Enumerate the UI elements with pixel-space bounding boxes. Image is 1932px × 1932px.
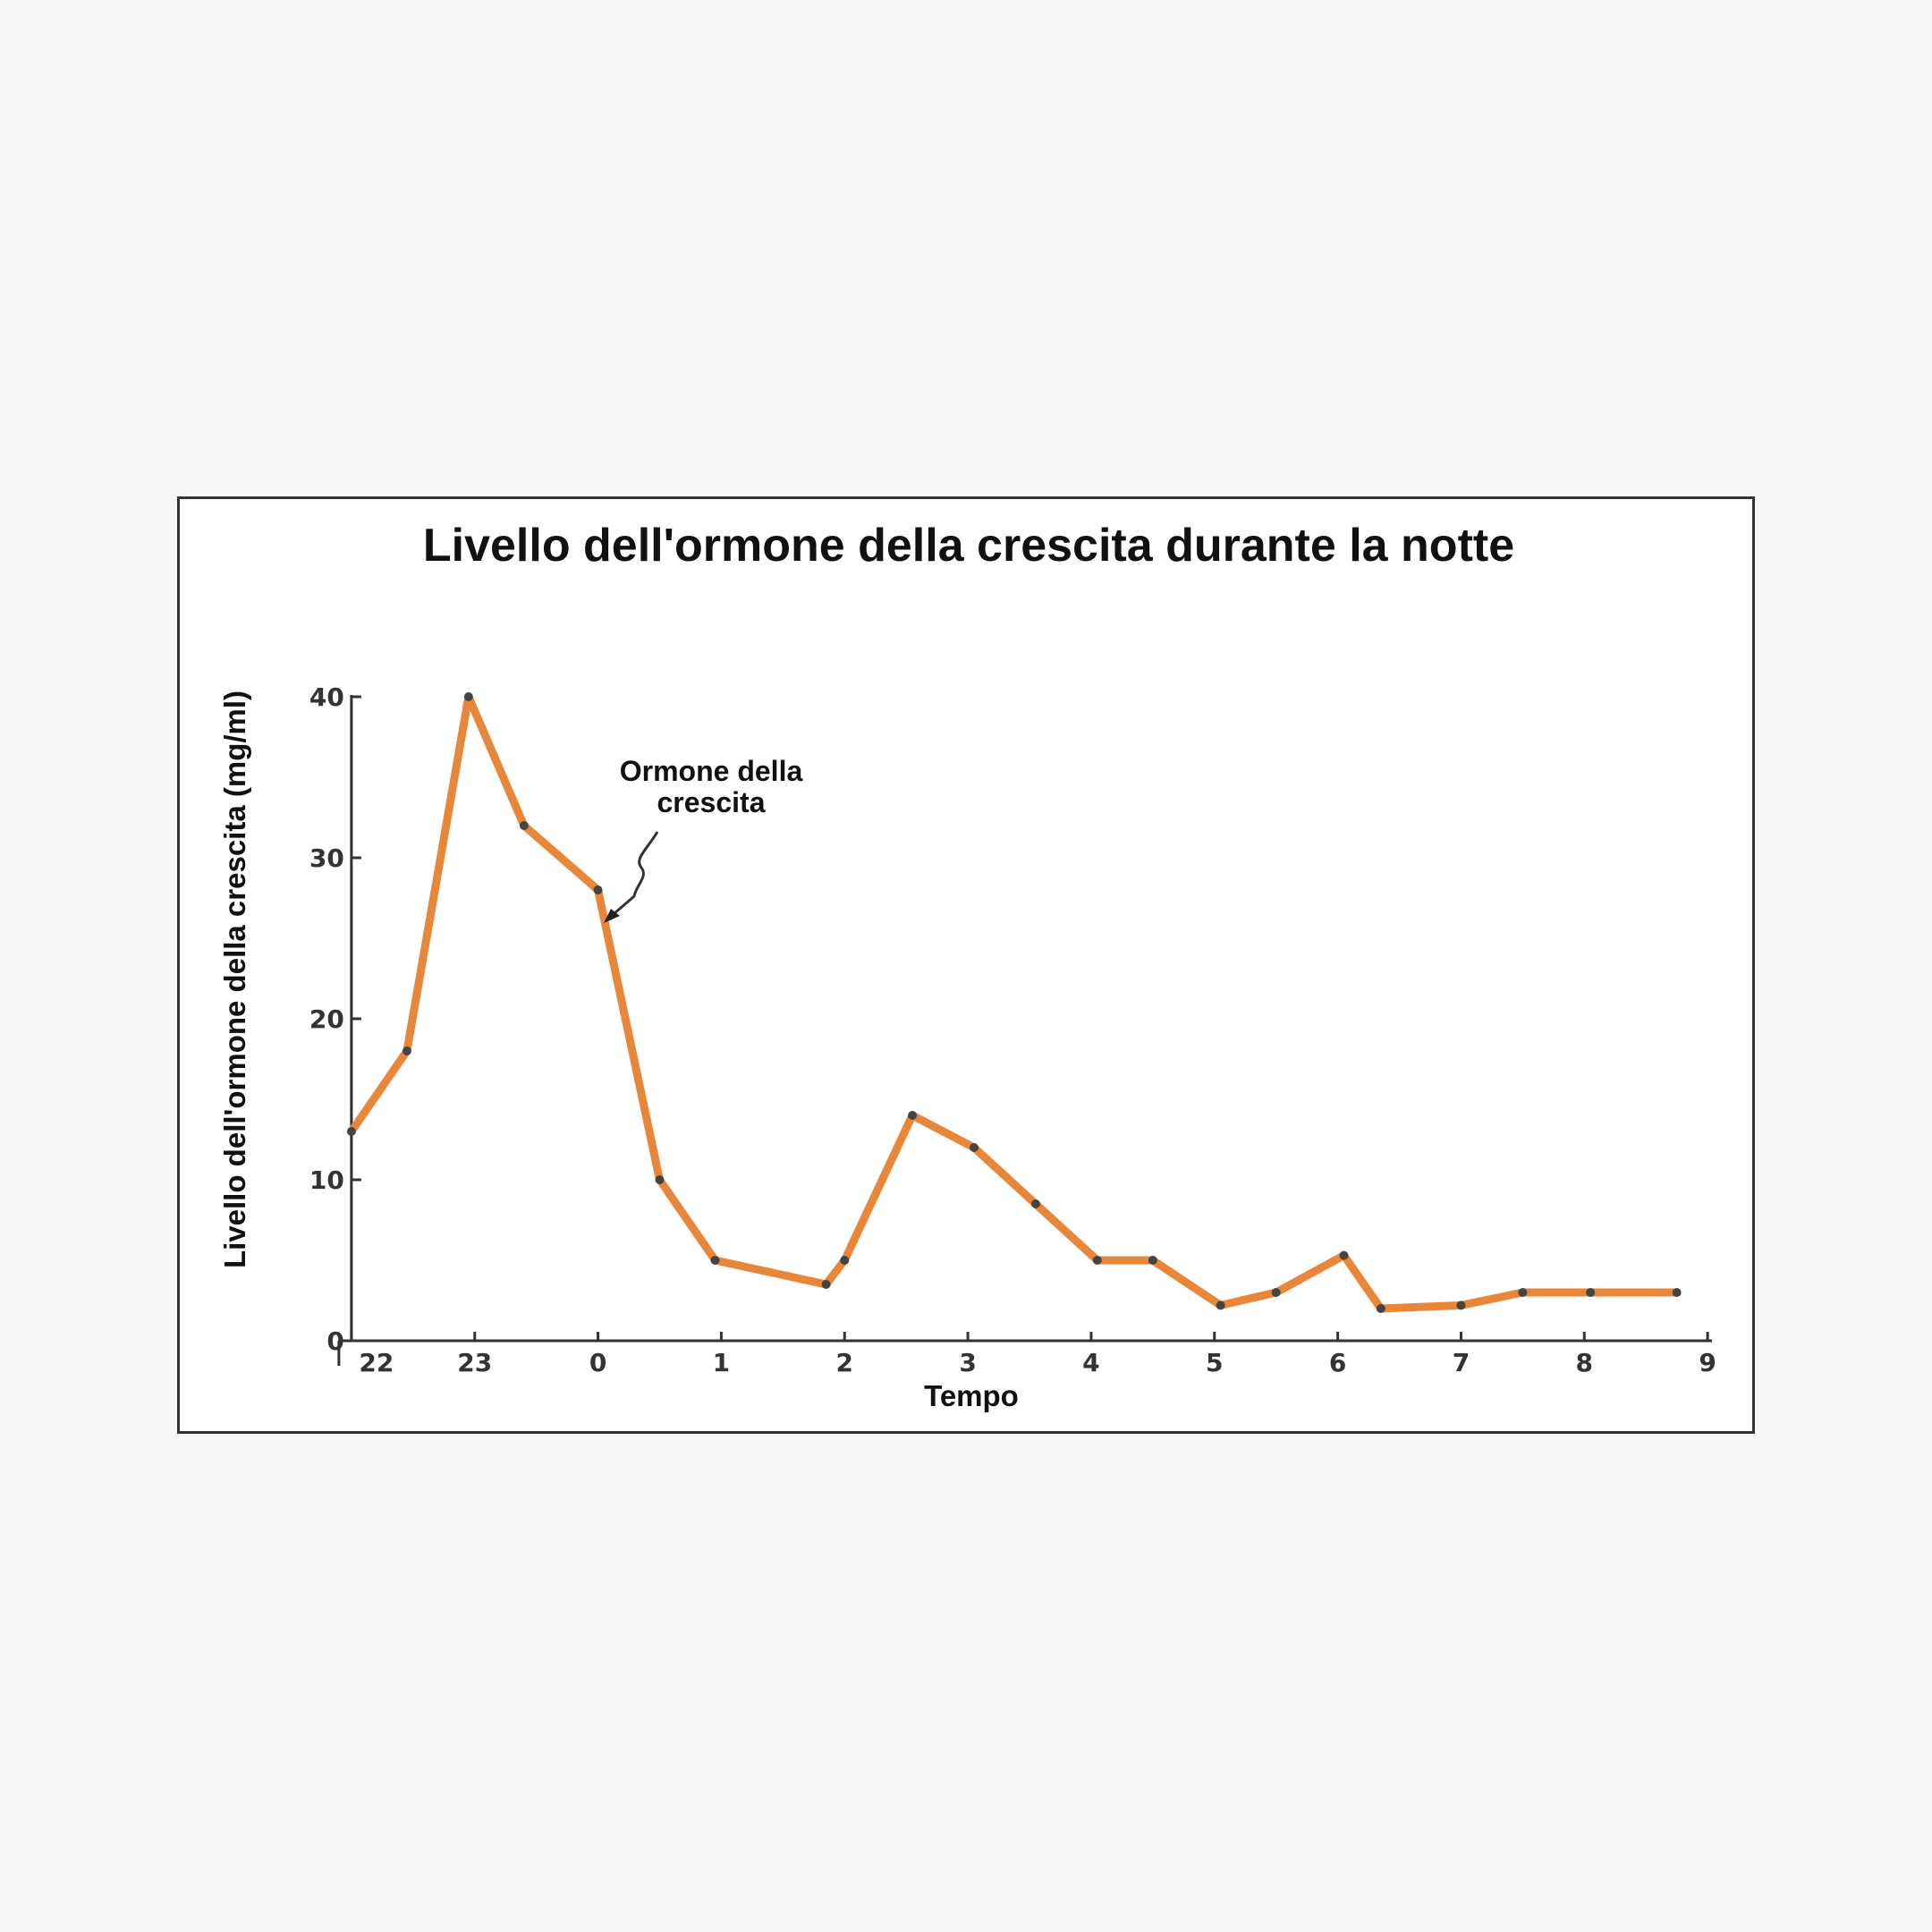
data-point (593, 886, 603, 894)
x-tick-label: 23 (457, 1348, 492, 1377)
chart-svg: Livello dell'ormone della crescita duran… (218, 520, 1716, 1412)
x-tick-label: 0 (589, 1348, 606, 1377)
annotation: Ormone della crescita (604, 755, 802, 923)
data-point (1271, 1288, 1281, 1297)
y-axis-label: Livello dell'ormone della crescita (mg/m… (218, 691, 251, 1268)
y-tick-label: 40 (309, 682, 344, 712)
x-tick-label: 3 (959, 1348, 976, 1377)
x-tick-label: 6 (1329, 1348, 1346, 1377)
y-tick-label: 20 (309, 1004, 344, 1034)
data-point (655, 1175, 665, 1184)
x-tick-label: 4 (1082, 1348, 1099, 1377)
series-group (346, 692, 1682, 1313)
data-point (519, 821, 529, 830)
chart-frame: Livello dell'ormone della crescita duran… (177, 496, 1755, 1434)
data-point (1216, 1301, 1225, 1310)
series-line (347, 692, 1682, 1313)
data-point (908, 1111, 918, 1120)
data-point (1339, 1250, 1349, 1260)
data-point (1672, 1288, 1682, 1297)
data-point (1030, 1199, 1040, 1208)
x-tick-label: 8 (1576, 1348, 1593, 1377)
annotation-line-1: Ormone della (620, 755, 803, 787)
annotation-line-2: crescita (657, 786, 766, 818)
data-point (1518, 1288, 1528, 1297)
annotation-arrow (606, 831, 659, 921)
x-tick-label: 9 (1699, 1348, 1716, 1377)
y-tick-label: 30 (309, 843, 344, 873)
x-tick-label: 1 (713, 1348, 730, 1377)
x-tick-label: 22 (359, 1348, 394, 1377)
data-point (1456, 1301, 1466, 1310)
x-tick-label: 2 (836, 1348, 853, 1377)
data-point (402, 1046, 411, 1055)
data-point (969, 1143, 979, 1152)
x-tick-label: 5 (1206, 1348, 1223, 1377)
data-point (710, 1256, 720, 1265)
data-point (1148, 1256, 1157, 1265)
data-point (463, 692, 473, 701)
data-point (840, 1256, 850, 1265)
x-axis-label: Tempo (924, 1379, 1019, 1412)
data-point (1376, 1304, 1385, 1313)
y-tick-label: 10 (309, 1165, 344, 1195)
chart-title: Livello dell'ormone della crescita duran… (423, 520, 1514, 572)
x-tick-label: 7 (1453, 1348, 1470, 1377)
data-point (1092, 1256, 1102, 1265)
y-tick-label: 0 (326, 1326, 343, 1356)
data-point (346, 1127, 356, 1136)
annotation-arrowhead (604, 909, 620, 923)
data-point (821, 1280, 831, 1289)
data-point (1586, 1288, 1596, 1297)
